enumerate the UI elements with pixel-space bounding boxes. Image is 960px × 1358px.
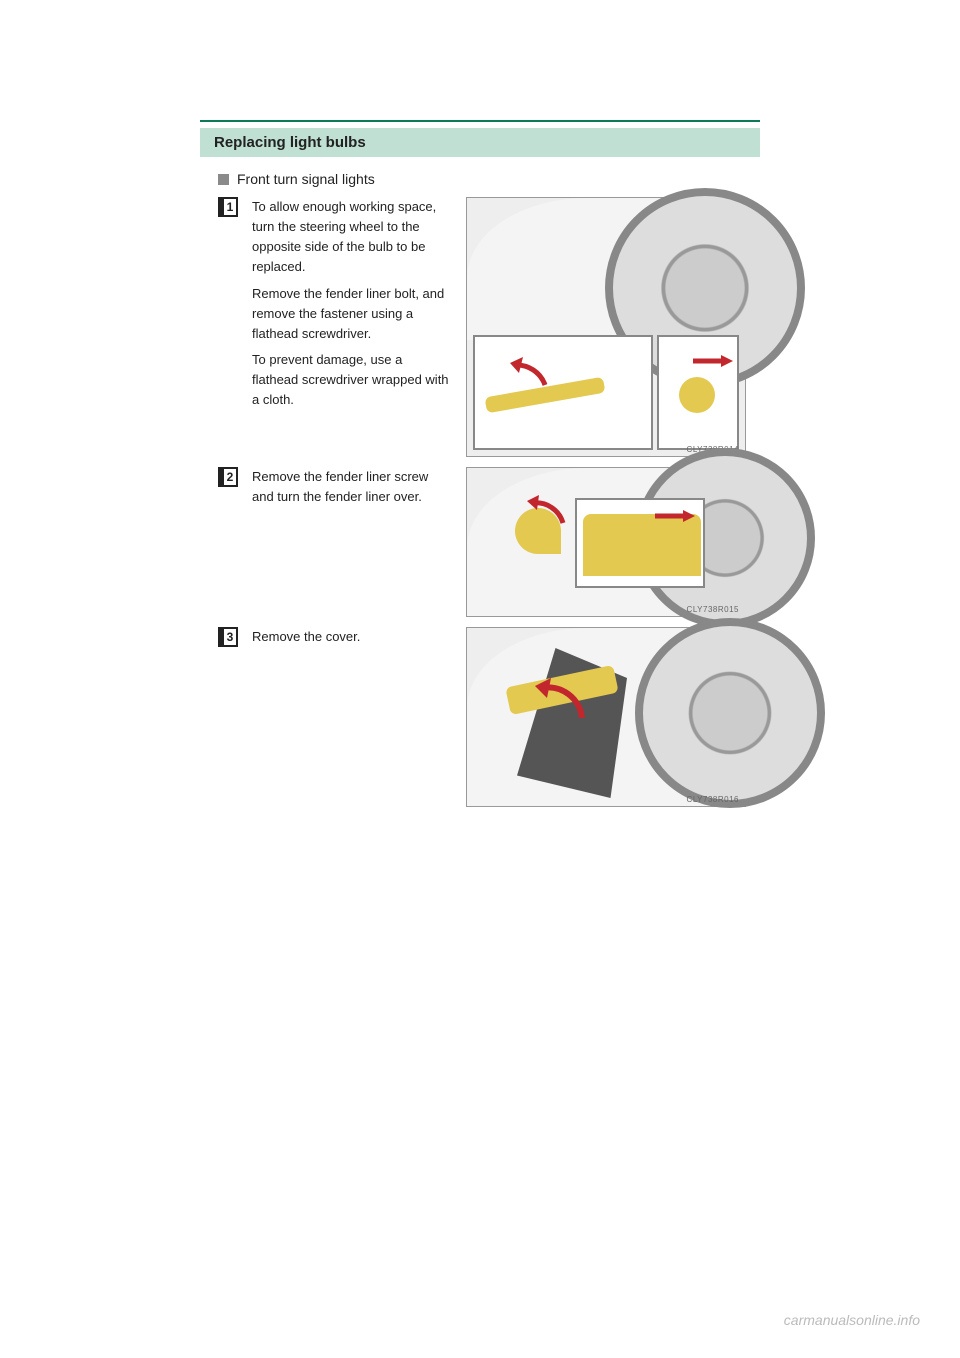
step-row: 1 To allow enough working space, turn th… bbox=[218, 197, 760, 457]
step-row: 3 Remove the cover. CLY738R016 bbox=[218, 627, 760, 807]
step-line: To allow enough working space, turn the … bbox=[252, 197, 452, 278]
step-line: Remove the fender liner bolt, and remove… bbox=[252, 284, 452, 344]
step-text: To allow enough working space, turn the … bbox=[252, 197, 452, 416]
step-illustration: CLY738R014 bbox=[466, 197, 746, 457]
step-text: Remove the cover. bbox=[252, 627, 452, 653]
step-text: Remove the fender liner screw and turn t… bbox=[252, 467, 452, 513]
image-caption: CLY738R016 bbox=[687, 795, 739, 804]
step-line: Remove the fender liner screw and turn t… bbox=[252, 467, 452, 507]
section-header: Replacing light bulbs bbox=[200, 128, 760, 157]
step-row: 2 Remove the fender liner screw and turn… bbox=[218, 467, 760, 617]
step-illustration: CLY738R016 bbox=[466, 627, 746, 807]
step-number-badge: 1 bbox=[218, 197, 238, 217]
square-bullet-icon bbox=[218, 174, 229, 185]
subheading: Front turn signal lights bbox=[218, 171, 760, 187]
step-line: Remove the cover. bbox=[252, 627, 452, 647]
step-number-badge: 3 bbox=[218, 627, 238, 647]
footer-watermark: carmanualsonline.info bbox=[784, 1312, 920, 1328]
image-caption: CLY738R015 bbox=[687, 605, 739, 614]
step-number-badge: 2 bbox=[218, 467, 238, 487]
subheading-text: Front turn signal lights bbox=[237, 171, 375, 187]
accent-rule bbox=[200, 120, 760, 122]
step-line: To prevent damage, use a flathead screwd… bbox=[252, 350, 452, 410]
step-illustration: CLY738R015 bbox=[466, 467, 746, 617]
